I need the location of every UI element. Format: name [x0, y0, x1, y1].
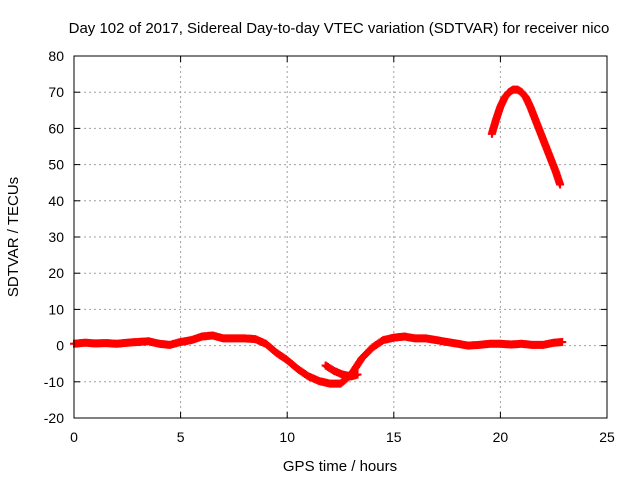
y-tick-label: 60	[48, 120, 64, 136]
data-point-marker	[556, 180, 565, 189]
x-tick-label: 25	[599, 429, 615, 445]
y-tick-label: 50	[48, 157, 64, 173]
data-points	[70, 85, 567, 388]
x-tick-label: 10	[279, 429, 295, 445]
y-tick-label: -20	[44, 410, 64, 426]
y-tick-label: 80	[48, 48, 64, 64]
y-tick-label: 0	[56, 338, 64, 354]
data-point-marker	[353, 370, 362, 379]
x-axis-label: GPS time / hours	[283, 458, 397, 475]
chart-title: Day 102 of 2017, Sidereal Day-to-day VTE…	[69, 20, 610, 37]
y-tick-label: 70	[48, 84, 64, 100]
y-tick-label: 30	[48, 229, 64, 245]
y-axis-ticks: -20 -10 0 10 20 30 40 50 60 70 80	[44, 48, 607, 426]
x-tick-label: 5	[177, 429, 185, 445]
grid	[74, 56, 607, 418]
y-tick-label: 20	[48, 265, 64, 281]
data-point-marker	[558, 337, 567, 346]
y-tick-label: 40	[48, 193, 64, 209]
y-tick-label: -10	[44, 374, 64, 390]
x-tick-label: 15	[386, 429, 402, 445]
y-axis-label: SDTVAR / TECUs	[5, 177, 22, 297]
plot-frame	[73, 55, 608, 419]
x-tick-label: 0	[70, 429, 78, 445]
x-tick-label: 20	[493, 429, 509, 445]
y-tick-label: 10	[48, 301, 64, 317]
